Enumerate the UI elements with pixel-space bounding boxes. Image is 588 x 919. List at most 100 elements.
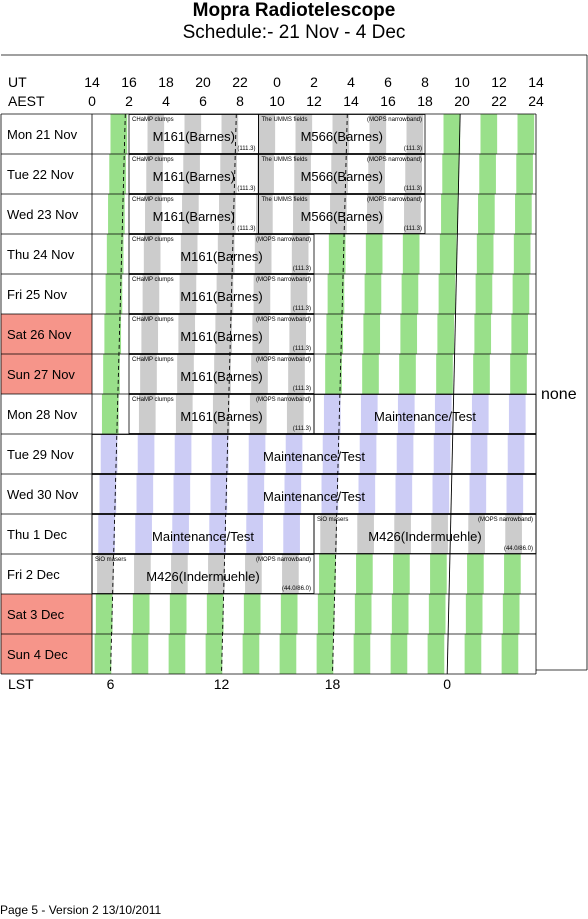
day-label-cell	[1, 114, 92, 154]
day-row	[1, 474, 524, 514]
lst-stripe	[437, 314, 455, 354]
aest-tick-label: 12	[306, 93, 322, 109]
lst-stripe	[512, 274, 530, 314]
lst-stripe	[434, 394, 452, 434]
aest-tick-label: 2	[125, 93, 133, 109]
lst-stripe	[517, 114, 535, 154]
lst-stripe	[284, 474, 302, 514]
page-subtitle: Schedule:- 21 Nov - 4 Dec	[182, 22, 406, 43]
day-row	[1, 634, 519, 674]
block-project: M161(Barnes)	[180, 329, 262, 344]
lst-stripe	[515, 194, 532, 234]
lst-stripe	[248, 434, 266, 474]
aest-tick-label: 24	[528, 93, 544, 109]
lst-stripe	[317, 594, 335, 634]
lst-stripe	[390, 634, 408, 674]
block-frequency: (44.0/86.0)	[504, 546, 533, 552]
lst-stripe	[478, 194, 495, 234]
block-project: M161(Barnes)	[180, 249, 262, 264]
lst-stripe	[257, 154, 259, 194]
ut-tick-label: 14	[528, 74, 544, 90]
lst-stripe	[251, 354, 268, 394]
ut-tick-label: 10	[454, 74, 470, 90]
lst-stripe	[253, 274, 271, 314]
block-project: M161(Barnes)	[153, 129, 235, 144]
lst-stripe	[109, 154, 126, 194]
lst-stripe	[99, 474, 117, 514]
lst-stripe	[406, 114, 424, 154]
lst-stripe	[506, 474, 524, 514]
block-note: SiO masers	[95, 557, 126, 563]
block-project: Maintenance/Test	[263, 449, 365, 464]
lst-stripe	[182, 194, 199, 234]
lst-stripe	[511, 314, 529, 354]
lst-stripe	[143, 234, 161, 274]
lst-stripe	[132, 594, 150, 634]
lst-stripe	[136, 474, 154, 514]
lst-stripe	[479, 154, 496, 194]
lst-stripe	[280, 594, 298, 634]
block-receiver: (MOPS narrowband)	[256, 277, 311, 283]
lst-stripe	[480, 114, 498, 154]
block-note: CHaMP clumps	[132, 277, 174, 283]
block-border	[258, 114, 426, 154]
lst-stripe	[131, 634, 149, 674]
lst-stripe	[465, 594, 483, 634]
lst-stripe	[428, 594, 446, 634]
day-label: Thu 1 Dec	[7, 527, 67, 542]
lst-stripe	[356, 554, 373, 594]
block-project: M566(Barnes)	[301, 209, 383, 224]
lst-stripe	[279, 634, 297, 674]
block-note: The UMMS fields	[262, 117, 308, 123]
day-row	[1, 274, 530, 314]
lst-stripe	[147, 114, 165, 154]
day-row	[1, 234, 531, 274]
aest-tick-label: 14	[343, 93, 359, 109]
lst-stripe	[94, 634, 112, 674]
block-border	[258, 154, 426, 194]
lst-stripe	[220, 154, 237, 194]
grid-lines	[0, 54, 588, 675]
schedule-block: M426(Indermuehle) SiO masers (MOPS narrowb…	[313, 514, 537, 554]
ut-tick-label: 16	[121, 74, 137, 90]
block-note: CHaMP clumps	[132, 237, 174, 243]
lst-stripe	[137, 434, 155, 474]
block-project: M161(Barnes)	[180, 289, 262, 304]
schedule-block: M161(Barnes) CHaMP clumps (MOPS narrowband…	[128, 354, 315, 394]
schedule-grid: M161(Barnes) CHaMP clumps (111.3) M566(Barn…	[0, 54, 588, 675]
day-label: Fri 25 Nov	[7, 287, 67, 302]
day-label: Mon 28 Nov	[7, 407, 78, 422]
day-row	[1, 194, 532, 234]
lst-stripe	[258, 194, 273, 234]
lst-stripe	[243, 594, 261, 634]
ut-tick-label: 2	[310, 74, 318, 90]
aest-tick-label: 8	[236, 93, 244, 109]
block-frequency: (111.3)	[237, 146, 255, 152]
lst-stripe	[473, 354, 490, 394]
lst-stripe	[247, 474, 265, 514]
lst-stripe	[288, 354, 305, 394]
lst-stripe	[217, 234, 235, 274]
lst-stripe	[399, 354, 416, 394]
day-row	[1, 434, 525, 474]
lst-stripe	[501, 634, 519, 674]
lst-stripe	[134, 554, 151, 594]
day-label: Sat 3 Dec	[7, 607, 65, 622]
ut-tick-label: 6	[384, 74, 392, 90]
day-label: Fri 2 Dec	[7, 567, 60, 582]
lst-stripe	[513, 234, 531, 274]
day-label: Wed 30 Nov	[7, 487, 79, 502]
lst-stripe	[173, 474, 191, 514]
aest-tick-label: 10	[269, 93, 285, 109]
block-receiver: (MOPS narrowband)	[256, 397, 311, 403]
lst-stripe	[432, 474, 450, 514]
day-label-cell	[1, 474, 92, 514]
day-label-cell	[1, 194, 92, 234]
lst-stripe	[468, 514, 485, 554]
lst-tick-label: 0	[443, 676, 452, 692]
schedule-block: M161(Barnes) CHaMP clumps (MOPS narrowband…	[128, 234, 315, 274]
block-project: M161(Barnes)	[180, 409, 262, 424]
lst-stripe	[401, 274, 419, 314]
lst-stripe	[180, 234, 198, 274]
lst-stripe	[258, 154, 274, 194]
